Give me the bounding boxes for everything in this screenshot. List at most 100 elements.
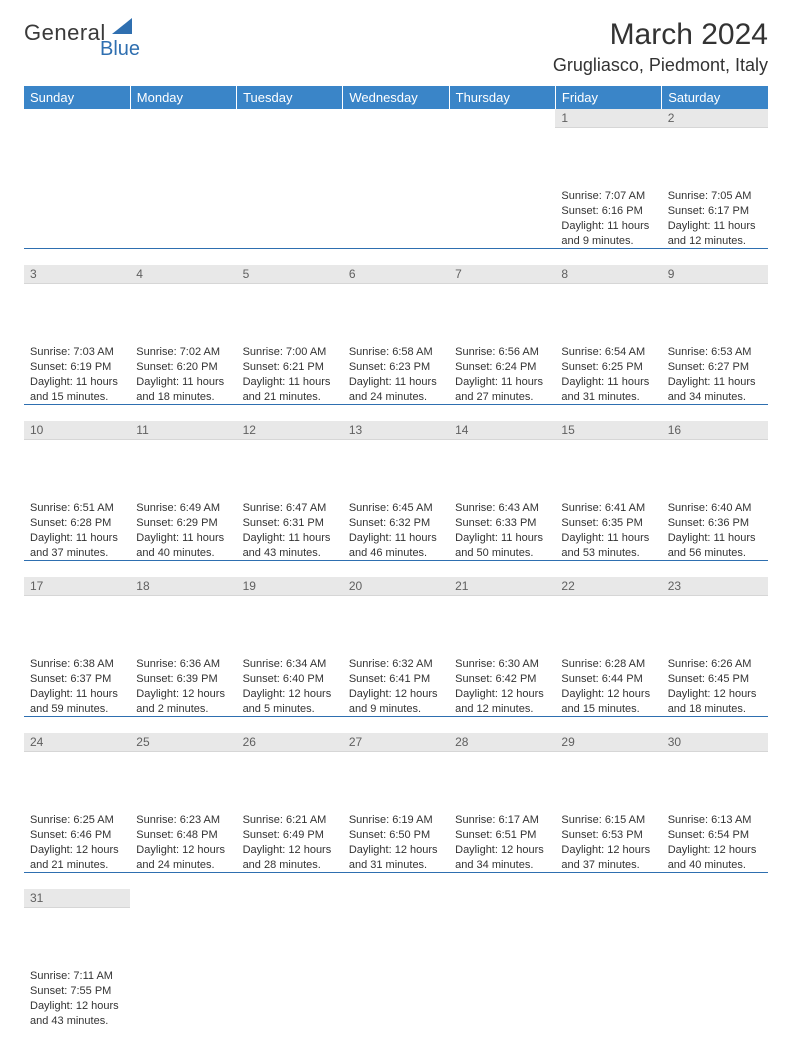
day-number: 24 xyxy=(24,733,130,752)
day-number: 10 xyxy=(24,421,130,440)
sunset-line: Sunset: 6:48 PM xyxy=(136,828,230,843)
day-cell: Sunrise: 6:40 AMSunset: 6:36 PMDaylight:… xyxy=(662,499,768,577)
sunset-line: Sunset: 6:36 PM xyxy=(668,516,762,531)
day-header-row: Sunday Monday Tuesday Wednesday Thursday… xyxy=(24,86,768,109)
sunrise-line: Sunrise: 6:40 AM xyxy=(668,501,762,516)
sunset-line: Sunset: 6:39 PM xyxy=(136,672,230,687)
day-cell: Sunrise: 6:34 AMSunset: 6:40 PMDaylight:… xyxy=(237,655,343,733)
sunset-line: Sunset: 6:51 PM xyxy=(455,828,549,843)
day-cell: Sunrise: 6:15 AMSunset: 6:53 PMDaylight:… xyxy=(555,811,661,889)
daylight-line: Daylight: 12 hours and 21 minutes. xyxy=(30,843,124,873)
day-number: 16 xyxy=(662,421,768,440)
calendar-body: 12Sunrise: 7:07 AMSunset: 6:16 PMDayligh… xyxy=(24,109,768,1045)
day-number-cell xyxy=(130,109,236,187)
day-cell: Sunrise: 7:07 AMSunset: 6:16 PMDaylight:… xyxy=(555,187,661,265)
sunset-line: Sunset: 6:24 PM xyxy=(455,360,549,375)
logo-text-blue: Blue xyxy=(100,38,140,61)
sunset-line: Sunset: 6:16 PM xyxy=(561,204,655,219)
sunset-line: Sunset: 6:46 PM xyxy=(30,828,124,843)
day-header: Tuesday xyxy=(237,86,343,109)
day-details: Sunrise: 6:54 AMSunset: 6:25 PMDaylight:… xyxy=(555,343,661,405)
sunrise-line: Sunrise: 6:17 AM xyxy=(455,813,549,828)
daylight-line: Daylight: 11 hours and 50 minutes. xyxy=(455,531,549,561)
day-details: Sunrise: 6:40 AMSunset: 6:36 PMDaylight:… xyxy=(662,499,768,561)
day-number-cell: 5 xyxy=(237,265,343,343)
sunset-line: Sunset: 6:35 PM xyxy=(561,516,655,531)
day-number-cell: 28 xyxy=(449,733,555,811)
day-number-cell: 25 xyxy=(130,733,236,811)
day-cell: Sunrise: 6:54 AMSunset: 6:25 PMDaylight:… xyxy=(555,343,661,421)
day-number-cell xyxy=(237,889,343,967)
day-number-cell: 17 xyxy=(24,577,130,655)
day-number-cell xyxy=(343,889,449,967)
sunrise-line: Sunrise: 7:07 AM xyxy=(561,189,655,204)
daylight-line: Daylight: 11 hours and 18 minutes. xyxy=(136,375,230,405)
logo-text-general: General xyxy=(24,20,106,46)
day-cell: Sunrise: 6:45 AMSunset: 6:32 PMDaylight:… xyxy=(343,499,449,577)
sunset-line: Sunset: 6:17 PM xyxy=(668,204,762,219)
week-daynum-row: 10111213141516 xyxy=(24,421,768,499)
day-details: Sunrise: 6:13 AMSunset: 6:54 PMDaylight:… xyxy=(662,811,768,873)
day-cell xyxy=(237,187,343,265)
day-number-cell: 14 xyxy=(449,421,555,499)
daylight-line: Daylight: 12 hours and 15 minutes. xyxy=(561,687,655,717)
daylight-line: Daylight: 12 hours and 5 minutes. xyxy=(243,687,337,717)
day-number: 8 xyxy=(555,265,661,284)
sunrise-line: Sunrise: 6:21 AM xyxy=(243,813,337,828)
day-cell: Sunrise: 7:05 AMSunset: 6:17 PMDaylight:… xyxy=(662,187,768,265)
empty-day xyxy=(237,187,343,249)
day-cell: Sunrise: 6:38 AMSunset: 6:37 PMDaylight:… xyxy=(24,655,130,733)
day-cell xyxy=(449,187,555,265)
week-body-row: Sunrise: 6:38 AMSunset: 6:37 PMDaylight:… xyxy=(24,655,768,733)
day-number: 11 xyxy=(130,421,236,440)
day-cell: Sunrise: 6:28 AMSunset: 6:44 PMDaylight:… xyxy=(555,655,661,733)
sunset-line: Sunset: 6:33 PM xyxy=(455,516,549,531)
daylight-line: Daylight: 11 hours and 31 minutes. xyxy=(561,375,655,405)
day-details: Sunrise: 6:58 AMSunset: 6:23 PMDaylight:… xyxy=(343,343,449,405)
week-daynum-row: 24252627282930 xyxy=(24,733,768,811)
sunrise-line: Sunrise: 7:02 AM xyxy=(136,345,230,360)
daylight-line: Daylight: 11 hours and 21 minutes. xyxy=(243,375,337,405)
sunset-line: Sunset: 6:44 PM xyxy=(561,672,655,687)
day-number-cell xyxy=(343,109,449,187)
day-number-cell: 11 xyxy=(130,421,236,499)
day-number-cell xyxy=(130,889,236,967)
day-cell: Sunrise: 6:13 AMSunset: 6:54 PMDaylight:… xyxy=(662,811,768,889)
day-number: 27 xyxy=(343,733,449,752)
sunrise-line: Sunrise: 6:41 AM xyxy=(561,501,655,516)
sunrise-line: Sunrise: 6:43 AM xyxy=(455,501,549,516)
day-cell: Sunrise: 6:32 AMSunset: 6:41 PMDaylight:… xyxy=(343,655,449,733)
daylight-line: Daylight: 12 hours and 37 minutes. xyxy=(561,843,655,873)
day-cell: Sunrise: 7:00 AMSunset: 6:21 PMDaylight:… xyxy=(237,343,343,421)
daylight-line: Daylight: 12 hours and 2 minutes. xyxy=(136,687,230,717)
daylight-line: Daylight: 12 hours and 34 minutes. xyxy=(455,843,549,873)
day-cell xyxy=(24,187,130,265)
day-cell: Sunrise: 6:41 AMSunset: 6:35 PMDaylight:… xyxy=(555,499,661,577)
sunset-line: Sunset: 6:50 PM xyxy=(349,828,443,843)
sunset-line: Sunset: 6:23 PM xyxy=(349,360,443,375)
day-number: 17 xyxy=(24,577,130,596)
day-number-cell: 10 xyxy=(24,421,130,499)
sunrise-line: Sunrise: 6:49 AM xyxy=(136,501,230,516)
daylight-line: Daylight: 12 hours and 40 minutes. xyxy=(668,843,762,873)
week-body-row: Sunrise: 7:07 AMSunset: 6:16 PMDaylight:… xyxy=(24,187,768,265)
day-number: 3 xyxy=(24,265,130,284)
sunset-line: Sunset: 6:42 PM xyxy=(455,672,549,687)
title-block: March 2024 Grugliasco, Piedmont, Italy xyxy=(553,18,768,76)
day-details: Sunrise: 7:05 AMSunset: 6:17 PMDaylight:… xyxy=(662,187,768,249)
day-number-cell xyxy=(449,109,555,187)
day-cell xyxy=(555,967,661,1045)
day-cell: Sunrise: 6:47 AMSunset: 6:31 PMDaylight:… xyxy=(237,499,343,577)
sunrise-line: Sunrise: 7:00 AM xyxy=(243,345,337,360)
day-number: 23 xyxy=(662,577,768,596)
empty-day-number xyxy=(449,889,555,906)
sunrise-line: Sunrise: 6:28 AM xyxy=(561,657,655,672)
daylight-line: Daylight: 11 hours and 46 minutes. xyxy=(349,531,443,561)
day-number-cell: 29 xyxy=(555,733,661,811)
day-details: Sunrise: 6:17 AMSunset: 6:51 PMDaylight:… xyxy=(449,811,555,873)
day-number-cell xyxy=(555,889,661,967)
sunrise-line: Sunrise: 6:15 AM xyxy=(561,813,655,828)
day-number-cell: 3 xyxy=(24,265,130,343)
day-number-cell: 13 xyxy=(343,421,449,499)
day-number: 5 xyxy=(237,265,343,284)
